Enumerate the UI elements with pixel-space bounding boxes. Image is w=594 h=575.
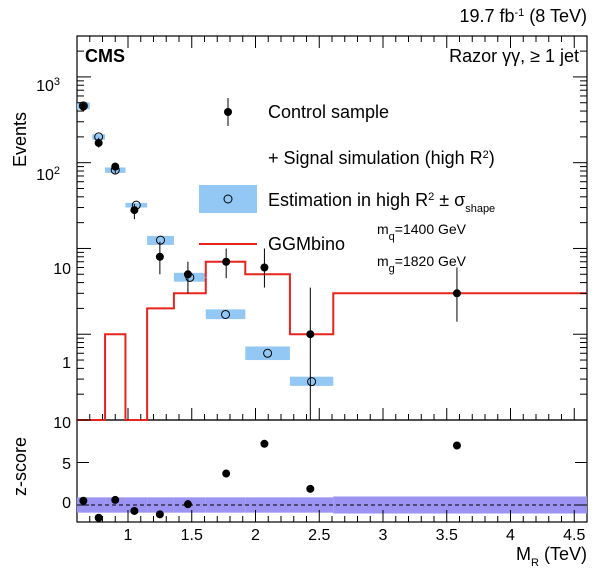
xtick-label: 3.5: [436, 527, 458, 544]
zscore-points: [79, 439, 461, 522]
zscore-point: [130, 506, 139, 515]
estimation-marker: [156, 235, 166, 245]
zscore-point: [183, 500, 192, 509]
data-point: [306, 330, 315, 339]
luminosity-label: 19.7 fb-1 (8 TeV): [459, 6, 587, 26]
control-sample-points: [79, 102, 461, 420]
xtick-label: 2: [251, 527, 260, 544]
legend-squark-mass: mq=1400 GeV: [377, 221, 467, 243]
xtick-label: 4.5: [563, 527, 585, 544]
data-point: [183, 270, 192, 279]
data-point: [452, 289, 461, 298]
signal-histogram: [77, 260, 587, 421]
category-label: Razor γγ, ≥ 1 jet: [449, 46, 579, 66]
ytick-label-floor: 10: [53, 415, 71, 432]
axis-ticks: [77, 35, 588, 522]
xtick-label: 1: [124, 527, 133, 544]
estimation-marker: [221, 309, 231, 319]
estimation-marker: [263, 348, 273, 358]
zscore-band-bin: [147, 497, 174, 513]
zscore-point: [260, 439, 269, 448]
ytick-label-10: 10: [53, 261, 71, 278]
ytick-label-100: 102: [36, 165, 60, 184]
xtick-label: 4: [506, 527, 515, 544]
zscore-point: [111, 495, 120, 504]
xtick-label: 1.5: [181, 527, 203, 544]
upper-plot-frame: [76, 35, 588, 421]
zscore-point: [222, 469, 231, 478]
data-point: [260, 263, 269, 272]
xtick-label: 3: [379, 527, 388, 544]
zscore-point: [79, 496, 88, 505]
zscore-point: [94, 513, 103, 522]
zscore-band-bin: [333, 496, 587, 514]
ytick-label-1000: 103: [36, 76, 60, 95]
ztick-label-0: 0: [62, 495, 71, 512]
ytick-label-1: 1: [62, 355, 71, 372]
ylabel-events: Events: [10, 112, 30, 167]
ztick-label-5: 5: [62, 456, 71, 473]
signal-step-line: [77, 260, 587, 421]
data-point: [130, 206, 139, 215]
zscore-point: [452, 441, 461, 450]
xtick-labels: 1 1.5 2 2.5 3 3.5 4 4.5: [124, 527, 586, 544]
legend-model-label: GGMbino: [268, 234, 345, 254]
data-point: [222, 257, 231, 266]
legend-estimation-band: [199, 185, 257, 213]
legend-control-label: Control sample: [268, 102, 389, 122]
data-point: [79, 102, 88, 111]
zscore-point: [306, 484, 315, 493]
data-point: [155, 252, 164, 261]
xtick-label: 2.5: [308, 527, 330, 544]
zscore-point: [155, 510, 164, 519]
ylabel-zscore: z-score: [10, 437, 30, 496]
estimation-marker: [307, 377, 317, 387]
legend-estimation-label: Estimation in high R2 ± σshape: [268, 190, 495, 215]
legend-data-marker: [224, 108, 232, 116]
data-point: [94, 138, 103, 147]
legend: Control sample + Signal simulation (high…: [199, 98, 495, 275]
legend-estimation-marker: [223, 194, 233, 204]
data-point: [111, 162, 120, 171]
xlabel: MR (TeV): [516, 544, 587, 569]
experiment-label: CMS: [85, 46, 125, 66]
legend-gluino-mass: mg=1820 GeV: [377, 253, 467, 275]
legend-signal-sim-label: + Signal simulation (high R2): [268, 148, 495, 168]
